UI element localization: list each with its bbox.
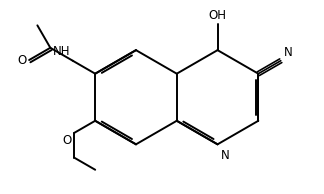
Text: O: O bbox=[17, 55, 26, 68]
Text: N: N bbox=[284, 46, 293, 59]
Text: N: N bbox=[221, 149, 230, 162]
Text: OH: OH bbox=[209, 9, 226, 22]
Text: O: O bbox=[63, 134, 72, 147]
Text: NH: NH bbox=[52, 45, 70, 58]
